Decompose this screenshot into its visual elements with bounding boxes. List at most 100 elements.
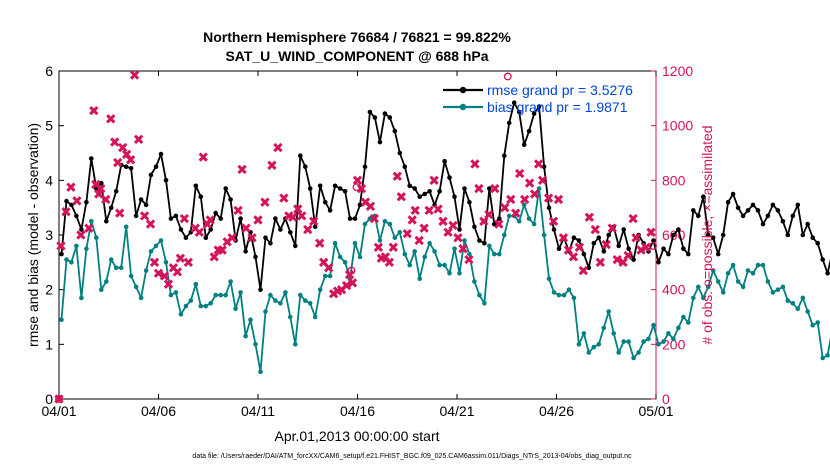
rmse-point xyxy=(437,189,442,194)
rmse-point xyxy=(178,227,184,232)
bias-point xyxy=(402,251,408,257)
obs-assimilated-point xyxy=(209,252,219,262)
bias-point xyxy=(303,298,308,303)
rmse-point xyxy=(243,249,248,254)
bias-point xyxy=(447,271,452,276)
obs-possible-point xyxy=(352,183,361,192)
rmse-point xyxy=(676,227,681,232)
obs-assimilated-stroke xyxy=(453,233,463,243)
x-tick-label: 04/16 xyxy=(340,403,375,419)
obs-assimilated-stroke xyxy=(72,196,82,206)
bias-point xyxy=(616,350,621,355)
obs-assimilated-point xyxy=(198,152,208,162)
obs-assimilated-stroke xyxy=(209,252,219,262)
obs-assimilated-point xyxy=(419,223,429,233)
rmse-point xyxy=(158,151,164,157)
obs-assimilated-point xyxy=(429,175,439,185)
bias-point xyxy=(487,243,492,249)
bias-point xyxy=(755,262,761,268)
obs-assimilated-stroke xyxy=(247,233,257,243)
x-tick-label: 04/06 xyxy=(141,403,176,419)
bias-point xyxy=(238,290,243,295)
bias-point xyxy=(198,303,204,309)
obs-assimilated-point xyxy=(179,213,190,224)
bias-point xyxy=(133,284,139,290)
rmse-point xyxy=(691,208,696,213)
bias-point xyxy=(138,295,144,301)
obs-assimilated-stroke xyxy=(458,244,468,254)
obs-assimilated-stroke xyxy=(352,175,363,185)
rmse-point xyxy=(357,202,363,208)
y-tick-label: 4 xyxy=(45,172,53,188)
rmse-point xyxy=(571,235,577,240)
bias-point xyxy=(785,298,791,303)
obs-assimilated-stroke xyxy=(407,215,417,225)
obs-assimilated-point xyxy=(84,223,94,233)
rmse-point xyxy=(263,235,268,240)
obs-assimilated-stroke xyxy=(121,149,132,160)
obs-assimilated-stroke xyxy=(511,208,521,218)
obs-assimilated-point xyxy=(267,160,277,170)
obs-assimilated-stroke xyxy=(145,219,156,229)
obs-assimilated-stroke xyxy=(553,194,564,205)
obs-assimilated-point xyxy=(233,205,243,216)
bias-point xyxy=(671,336,676,342)
obs-assimilated-point xyxy=(237,164,247,175)
rmse-point xyxy=(790,213,796,219)
bias-point xyxy=(317,287,323,293)
obs-assimilated-point xyxy=(149,257,160,267)
bias-point xyxy=(387,221,393,227)
rmse-point xyxy=(352,216,358,221)
bias-point xyxy=(506,213,512,219)
obs-possible-point xyxy=(55,395,63,403)
obs-assimilated-stroke xyxy=(172,267,183,277)
obs-assimilated-point xyxy=(584,212,594,222)
obs-assimilated-point xyxy=(519,194,530,205)
bias-point xyxy=(586,350,592,355)
bias-point xyxy=(561,292,567,298)
obs-assimilated-stroke xyxy=(419,223,429,233)
rmse-point xyxy=(452,194,457,199)
bias-point xyxy=(228,279,233,284)
obs-assimilated-point xyxy=(641,242,651,252)
bias-point xyxy=(551,290,557,295)
rmse-point xyxy=(332,183,338,189)
bias-point xyxy=(113,265,119,271)
obs-assimilated-point xyxy=(384,257,395,267)
rmse-point xyxy=(322,199,328,205)
obs-assimilated-point xyxy=(163,279,174,289)
obs-assimilated-point xyxy=(125,155,136,165)
rmse-point xyxy=(372,115,378,120)
footnote: data file: /Users/raeder/DAI/ATM_forcXX/… xyxy=(192,453,632,460)
rmse-point xyxy=(392,128,398,134)
obs-assimilated-point xyxy=(410,205,420,216)
obs-assimilated-stroke xyxy=(429,175,439,185)
bias-point xyxy=(163,260,169,265)
rmse-point xyxy=(163,178,169,183)
obs-assimilated-stroke xyxy=(91,179,101,190)
bias-point xyxy=(621,339,626,344)
bias-point xyxy=(69,260,74,265)
rmse-point xyxy=(472,224,477,230)
obs-assimilated-point xyxy=(113,157,123,168)
bias-point xyxy=(223,292,228,298)
rmse-point xyxy=(492,221,497,227)
rmse-point xyxy=(128,166,134,171)
bias-point xyxy=(661,339,666,344)
obs-assimilated-stroke xyxy=(524,178,535,188)
rmse-point xyxy=(681,246,686,251)
obs-assimilated-point xyxy=(612,254,622,265)
rmse-point xyxy=(74,213,79,219)
obs-assimilated-stroke xyxy=(628,213,638,224)
bias-point xyxy=(805,309,810,314)
obs-assimilated-point xyxy=(529,189,540,199)
obs-assimilated-stroke xyxy=(66,182,76,192)
rmse-point xyxy=(740,213,746,219)
bias-point xyxy=(626,339,631,344)
obs-assimilated-point xyxy=(548,216,559,226)
obs-assimilated-stroke xyxy=(537,175,548,185)
obs-assimilated-point xyxy=(373,242,384,252)
rmse-point xyxy=(795,202,801,208)
rmse-point xyxy=(735,205,741,210)
obs-assimilated-stroke xyxy=(607,223,617,233)
